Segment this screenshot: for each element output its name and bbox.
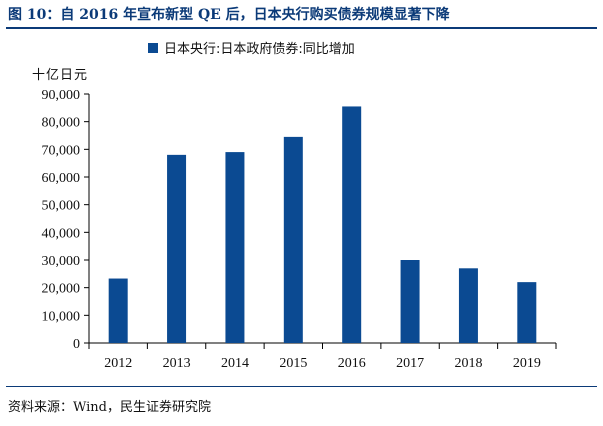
y-tick-label: 70,000 — [42, 143, 81, 158]
chart-legend: 日本央行:日本政府债券:同比增加 — [148, 38, 355, 57]
bar-2018 — [458, 268, 478, 343]
title-rule — [6, 27, 597, 29]
bar-2017 — [400, 260, 420, 343]
bar-2013 — [167, 154, 187, 343]
bars — [108, 106, 537, 343]
source-note: 资料来源：Wind，民生证券研究院 — [8, 400, 211, 415]
y-tick-label: 50,000 — [42, 199, 81, 214]
y-tick-label: 40,000 — [42, 226, 81, 241]
x-tick-label: 2019 — [513, 356, 541, 371]
bar-2015 — [283, 136, 303, 343]
y-tick-label: 20,000 — [42, 282, 81, 297]
x-axis: 2012 2013 2014 2015 2016 2017 2018 2019 — [88, 342, 557, 371]
y-axis-unit-label: 十亿日元 — [32, 68, 89, 83]
bar-2014 — [225, 152, 245, 343]
y-axis: 0 10,000 20,000 30,000 40,000 50,000 60,000 70,… — [42, 88, 90, 352]
x-tick-label: 2017 — [396, 356, 424, 371]
bar-2016 — [342, 106, 362, 343]
y-tick-label: 90,000 — [42, 88, 81, 103]
x-tick-label: 2016 — [338, 356, 366, 371]
y-tick-label: 10,000 — [42, 309, 81, 324]
y-tick-label: 30,000 — [42, 254, 81, 269]
y-tick-label: 60,000 — [42, 171, 81, 186]
y-tick-label: 0 — [73, 337, 80, 352]
bar-2019 — [517, 282, 537, 343]
y-tick-label: 80,000 — [42, 116, 81, 131]
x-tick-label: 2014 — [221, 356, 249, 371]
x-tick-label: 2012 — [104, 356, 132, 371]
figure-title: 图 10：自 2016 年宣布新型 QE 后，日本央行购买债券规模显著下降 — [8, 7, 450, 23]
legend-swatch — [148, 42, 158, 53]
legend-label: 日本央行:日本政府债券:同比增加 — [164, 42, 355, 57]
x-tick-label: 2015 — [279, 356, 307, 371]
source-rule — [6, 386, 597, 387]
bar-2012 — [108, 278, 128, 343]
x-tick-label: 2013 — [163, 356, 191, 371]
x-tick-label: 2018 — [454, 356, 482, 371]
